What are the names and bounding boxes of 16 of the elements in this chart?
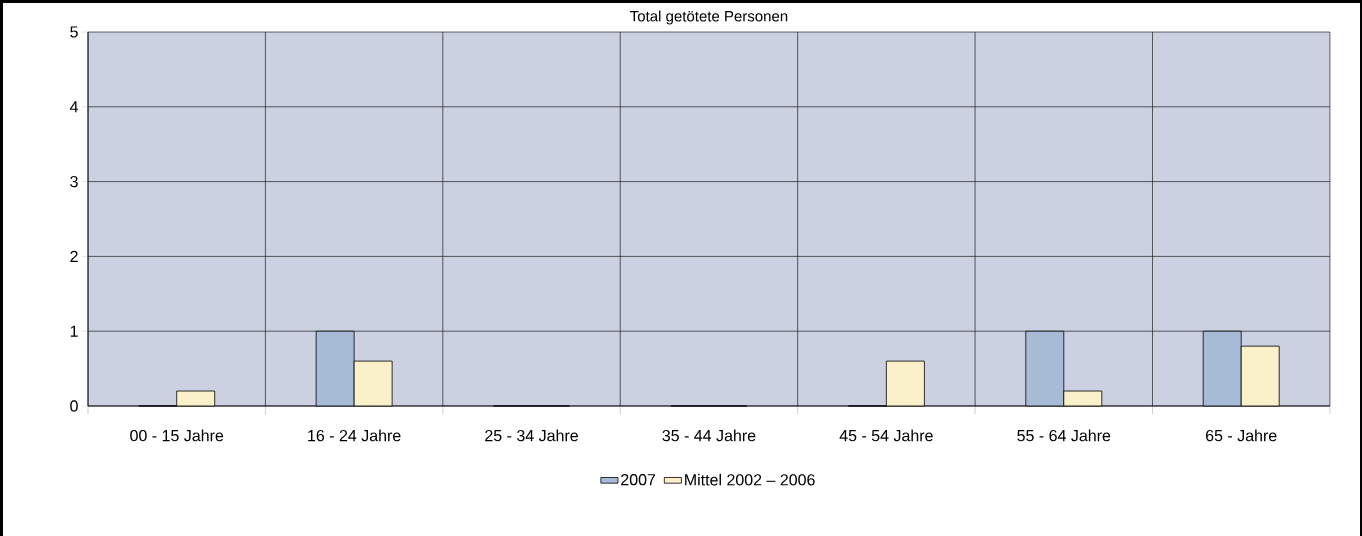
x-tick-label: 00 - 15 Jahre [130,429,224,442]
legend-label: Mittel 2002 – 2006 [685,473,815,486]
y-tick-label: 5 [70,26,78,38]
x-tick-label: 35 - 44 Jahre [662,429,756,442]
y-tick-label: 0 [70,400,78,412]
x-tick-label: 45 - 54 Jahre [839,429,933,442]
x-tick-label: 25 - 34 Jahre [485,429,578,442]
x-tick-label: 16 - 24 Jahre [308,429,401,442]
chart-title: Total getötete Personen [630,10,788,25]
x-tick-label: 55 - 64 Jahre [1017,429,1111,442]
x-tick-label: 65 - Jahre [1206,429,1277,442]
y-tick-label: 3 [70,175,78,188]
y-tick-label: 4 [69,101,78,113]
legend-label: 2007 [621,473,656,486]
y-tick-label: 1 [70,325,78,337]
y-tick-label: 2 [70,250,78,262]
